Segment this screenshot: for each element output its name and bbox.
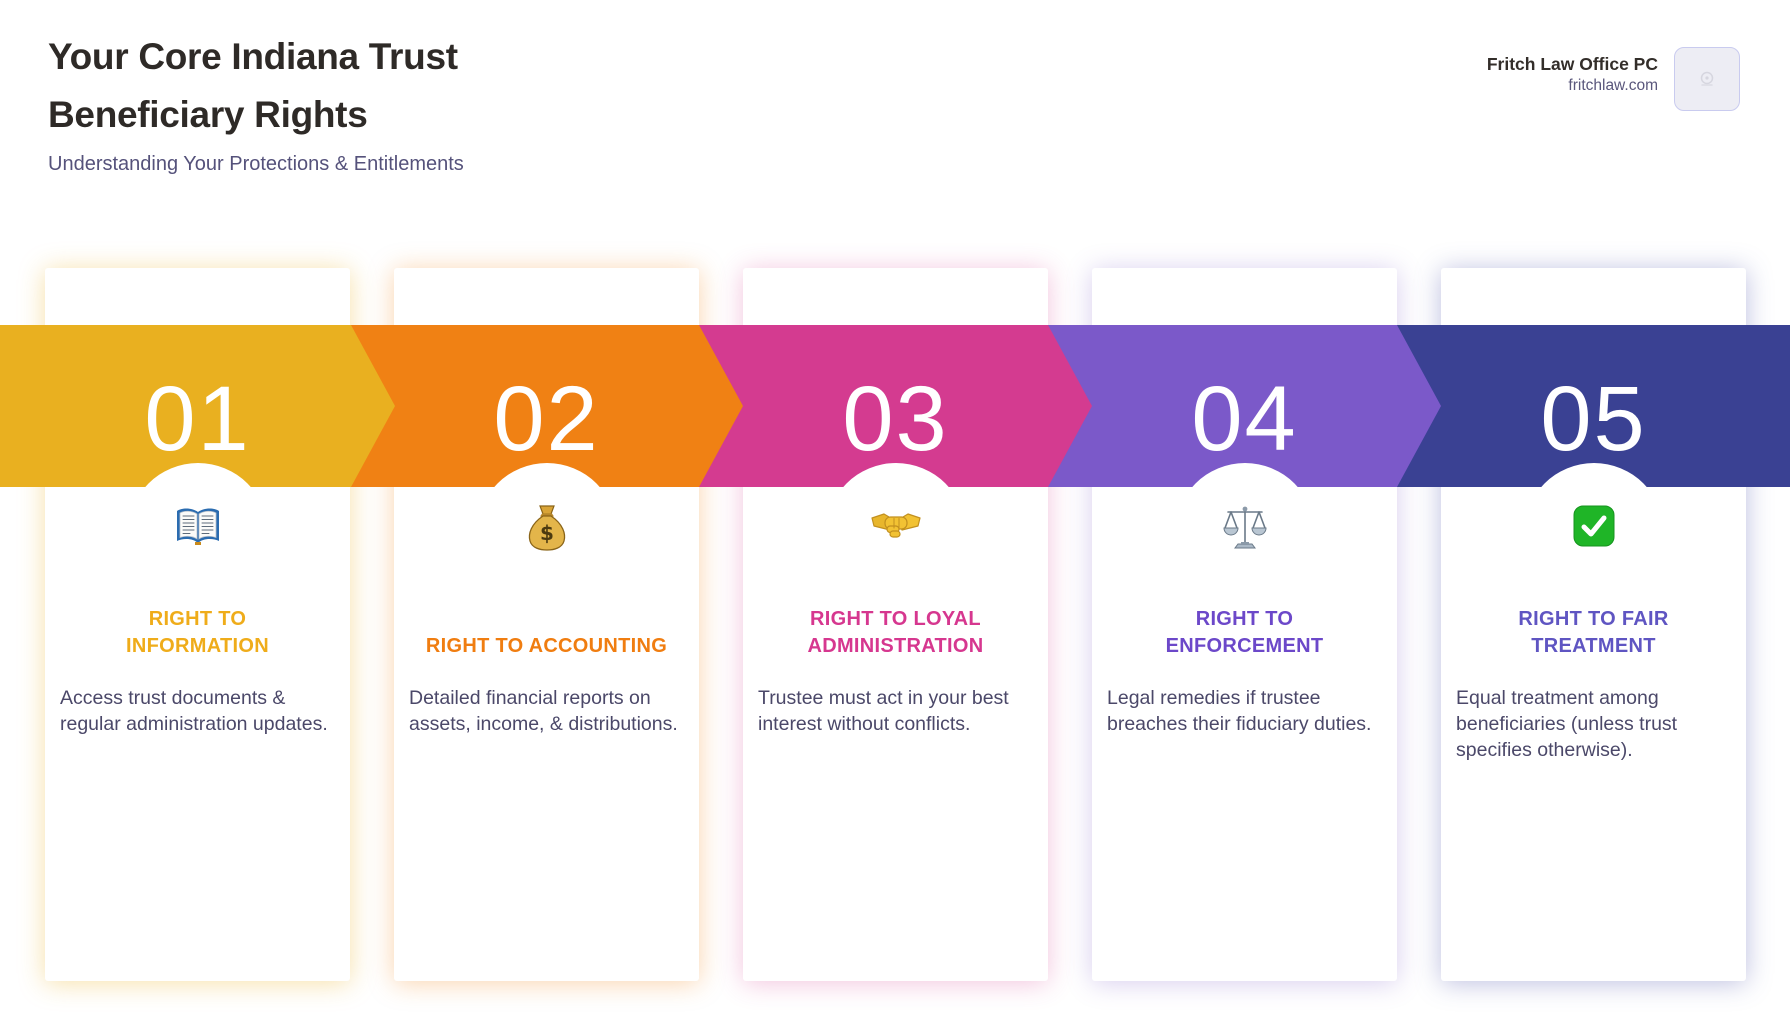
card-title: RIGHT TO INFORMATION xyxy=(126,608,269,657)
band-segment-1 xyxy=(0,325,395,487)
image-placeholder-icon xyxy=(1700,71,1714,86)
scales-of-justice-icon xyxy=(1092,504,1397,550)
page-title: Your Core Indiana Trust Beneficiary Righ… xyxy=(48,28,458,144)
process-band xyxy=(0,325,1790,487)
step-number: 04 xyxy=(1191,367,1298,470)
page-title-line2: Beneficiary Rights xyxy=(48,94,368,135)
money-bag-icon: $ xyxy=(394,504,699,552)
band-segment-5 xyxy=(1397,325,1790,487)
card-title: RIGHT TO FAIR TREATMENT xyxy=(1518,608,1669,657)
brand-block: Fritch Law Office PC fritchlaw.com xyxy=(1487,47,1740,111)
card-right-to-enforcement: 04 RIGHT TO ENFORCEMENT Legal remedies i… xyxy=(1092,268,1397,981)
handshake-icon xyxy=(743,504,1048,544)
card-right-to-information: 01 RIGHT TO INFORMATION Access trust doc… xyxy=(45,268,350,981)
step-number: 05 xyxy=(1540,367,1647,470)
card-description: Equal treatment among beneficiaries (unl… xyxy=(1456,687,1678,761)
page-title-line1: Your Core Indiana Trust xyxy=(48,36,458,77)
open-book-icon xyxy=(45,504,350,548)
card-right-to-fair-treatment: 05 RIGHT TO FAIR TREATMENT Equal treatme… xyxy=(1441,268,1746,981)
svg-text:$: $ xyxy=(540,521,554,545)
brand-name: Fritch Law Office PC xyxy=(1486,54,1658,74)
card-right-to-loyal-administration: 03 RIGHT TO LOYAL ADMINISTRATION Trustee… xyxy=(743,268,1048,981)
check-mark-icon xyxy=(1441,504,1746,548)
page-subtitle: Understanding Your Protections & Entitle… xyxy=(48,153,464,175)
band-segment-2 xyxy=(350,325,743,487)
card-description: Legal remedies if trustee breaches their… xyxy=(1107,687,1372,735)
card-description: Access trust documents & regular adminis… xyxy=(60,687,328,735)
brand-domain: fritchlaw.com xyxy=(1568,77,1658,94)
step-number: 02 xyxy=(493,367,600,470)
card-title: RIGHT TO ACCOUNTING xyxy=(425,635,668,657)
card-right-to-accounting: 02 $ RIGHT TO ACCOUNTING Detailed financ… xyxy=(394,268,699,981)
card-description: Trustee must act in your best interest w… xyxy=(758,687,1009,735)
step-number: 01 xyxy=(144,367,251,470)
brand-logo-box xyxy=(1674,47,1740,111)
band-segment-3 xyxy=(699,325,1092,487)
card-title: RIGHT TO ENFORCEMENT xyxy=(1165,608,1324,657)
band-segment-4 xyxy=(1048,325,1441,487)
card-title: RIGHT TO LOYAL ADMINISTRATION xyxy=(807,608,984,657)
step-number: 03 xyxy=(842,367,949,470)
card-description: Detailed financial reports on assets, in… xyxy=(409,687,678,735)
